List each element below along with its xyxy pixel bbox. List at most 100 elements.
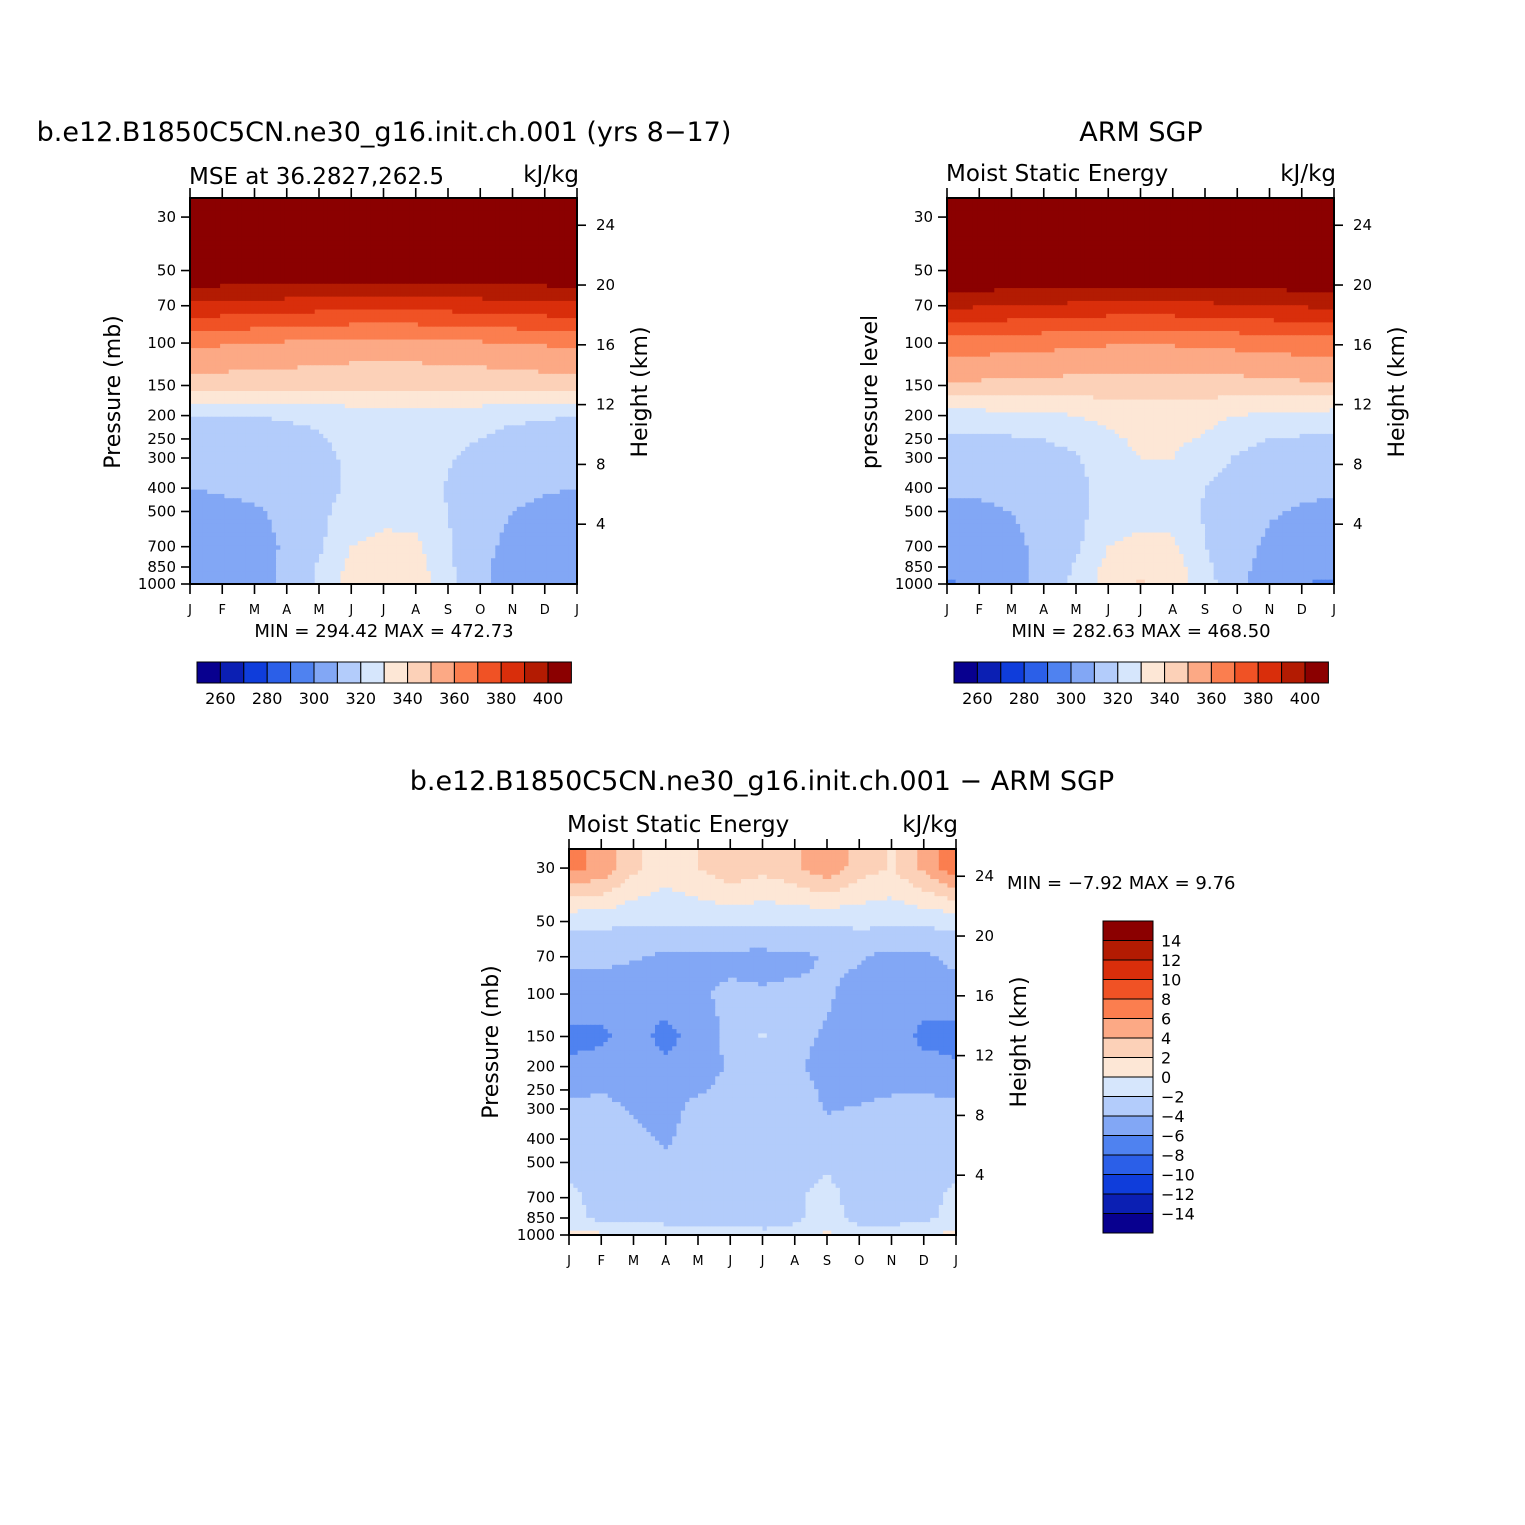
contour-cell (547, 331, 552, 336)
contour-cell (534, 219, 539, 224)
contour-cell (530, 202, 535, 207)
contour-cell (259, 301, 264, 306)
contour-cell (293, 335, 298, 340)
contour-cell (414, 365, 419, 370)
contour-cell (203, 292, 208, 297)
contour-cell (487, 207, 492, 212)
contour-cell (229, 249, 234, 254)
contour-cell (349, 232, 354, 237)
contour-cell (332, 314, 337, 319)
contour-cell (465, 310, 470, 315)
contour-cell (229, 292, 234, 297)
contour-cell (409, 219, 414, 224)
contour-cell (431, 241, 436, 246)
contour-cell (375, 314, 380, 319)
contour-cell (396, 370, 401, 375)
contour-cell (491, 327, 496, 332)
contour-cell (418, 430, 423, 435)
contour-cell (310, 395, 315, 400)
contour-cell (366, 344, 371, 349)
contour-cell (543, 361, 548, 366)
contour-cell (371, 434, 376, 439)
contour-cell (212, 262, 217, 267)
contour-cell (521, 258, 526, 263)
contour-cell (207, 288, 212, 293)
contour-cell (444, 228, 449, 233)
contour-cell (482, 224, 487, 229)
contour-cell (341, 202, 346, 207)
contour-cell (461, 365, 466, 370)
contour-cell (513, 378, 518, 383)
contour-cell (349, 352, 354, 357)
contour-cell (242, 417, 247, 422)
contour-cell (242, 387, 247, 392)
contour-cell (414, 275, 419, 280)
contour-cell (525, 314, 530, 319)
contour-cell (457, 327, 462, 332)
contour-cell (233, 322, 238, 327)
contour-cell (461, 301, 466, 306)
contour-cell (457, 370, 462, 375)
contour-cell (422, 425, 427, 430)
contour-cell (530, 335, 535, 340)
contour-cell (495, 344, 500, 349)
contour-cell (465, 408, 470, 413)
contour-cell (396, 318, 401, 323)
contour-cell (349, 305, 354, 310)
contour-cell (207, 279, 212, 284)
contour-cell (495, 412, 500, 417)
contour-cell (525, 382, 530, 387)
contour-cell (384, 202, 389, 207)
contour-cell (470, 258, 475, 263)
contour-cell (289, 374, 294, 379)
contour-cell (323, 228, 328, 233)
contour-cell (345, 275, 350, 280)
contour-cell (470, 331, 475, 336)
contour-cell (396, 335, 401, 340)
contour-cell (568, 310, 573, 315)
contour-cell (323, 400, 328, 405)
contour-cell (194, 434, 199, 439)
contour-cell (194, 301, 199, 306)
contour-cell (513, 425, 518, 430)
contour-cell (212, 314, 217, 319)
contour-cell (366, 211, 371, 216)
contour-cell (431, 237, 436, 242)
contour-cell (560, 378, 565, 383)
contour-cell (534, 335, 539, 340)
contour-cell (439, 408, 444, 413)
contour-cell (538, 219, 543, 224)
contour-cell (233, 387, 238, 392)
contour-cell (396, 430, 401, 435)
contour-cell (508, 352, 513, 357)
contour-cell (332, 378, 337, 383)
contour-cell (396, 425, 401, 430)
contour-cell (534, 395, 539, 400)
contour-cell (349, 430, 354, 435)
contour-cell (504, 297, 509, 302)
contour-cell (255, 228, 260, 233)
contour-cell (525, 241, 530, 246)
contour-cell (556, 284, 561, 289)
contour-cell (474, 417, 479, 422)
contour-cell (521, 395, 526, 400)
contour-cell (212, 202, 217, 207)
contour-cell (306, 374, 311, 379)
contour-cell (199, 408, 204, 413)
contour-cell (366, 237, 371, 242)
contour-cell (504, 314, 509, 319)
contour-cell (362, 421, 367, 426)
contour-cell (242, 258, 247, 263)
contour-cell (259, 352, 264, 357)
contour-cell (207, 395, 212, 400)
contour-cell (276, 284, 281, 289)
contour-cell (517, 310, 522, 315)
contour-cell (349, 425, 354, 430)
contour-cell (491, 288, 496, 293)
contour-cell (280, 357, 285, 362)
contour-cell (414, 417, 419, 422)
contour-cell (255, 245, 260, 250)
contour-cell (250, 425, 255, 430)
contour-cell (478, 249, 483, 254)
contour-cell (487, 400, 492, 405)
